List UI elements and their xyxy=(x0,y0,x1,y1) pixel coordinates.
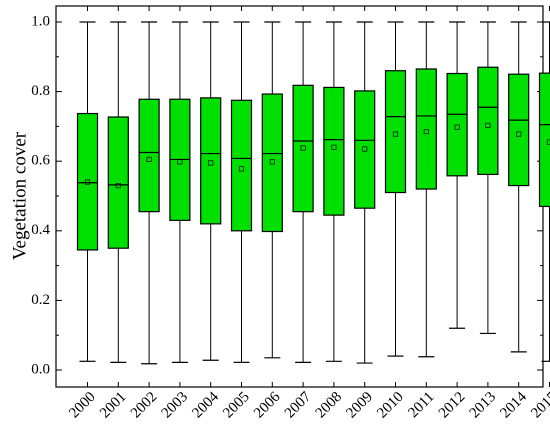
box xyxy=(230,99,253,232)
mean-marker xyxy=(423,129,429,135)
y-tick-label: 0.0 xyxy=(31,361,50,377)
box xyxy=(138,98,160,213)
mean-marker xyxy=(300,145,306,151)
box xyxy=(508,73,530,187)
x-tick-label: 2010 xyxy=(374,389,407,422)
mean-marker xyxy=(516,131,522,137)
mean-marker xyxy=(177,159,183,165)
box xyxy=(292,84,314,213)
box xyxy=(354,90,376,209)
box xyxy=(415,68,437,190)
x-tick-label: 2009 xyxy=(343,389,376,422)
x-tick-label: 2008 xyxy=(313,389,346,422)
box xyxy=(477,66,499,176)
box xyxy=(76,112,99,251)
mean-marker xyxy=(331,144,337,150)
box xyxy=(261,93,283,233)
y-tick-label: 0.8 xyxy=(31,83,50,99)
mean-marker xyxy=(392,131,399,137)
x-tick-label: 2014 xyxy=(497,389,530,422)
x-tick-label: 2001 xyxy=(97,389,130,422)
mean-marker xyxy=(485,122,491,128)
y-tick-label: 1.0 xyxy=(31,13,50,29)
x-tick-label: 2015 xyxy=(528,389,550,422)
mean-marker xyxy=(238,166,245,172)
mean-marker xyxy=(269,159,275,165)
mean-marker xyxy=(362,146,368,152)
mean-marker xyxy=(454,124,460,130)
x-tick-label: 2002 xyxy=(128,389,161,422)
x-tick-label: 2012 xyxy=(436,389,469,422)
x-tick-label: 2013 xyxy=(467,389,500,422)
x-tick-label: 2007 xyxy=(282,389,315,422)
mean-marker xyxy=(84,179,91,185)
mean-marker xyxy=(146,156,152,163)
x-tick-label: 2004 xyxy=(189,389,222,422)
x-tick-label: 2000 xyxy=(66,389,99,422)
y-tick-label: 0.6 xyxy=(31,153,50,169)
mean-marker xyxy=(208,160,214,166)
mean-marker xyxy=(115,183,121,189)
x-tick-label: 2005 xyxy=(220,389,253,422)
y-tick-label: 0.2 xyxy=(31,292,50,308)
x-tick-label: 2003 xyxy=(159,389,192,422)
plot-area: 0.00.20.40.60.81.02000200120022003200420… xyxy=(31,5,550,422)
y-axis-title: Vegetation cover xyxy=(9,131,30,260)
x-tick-label: 2006 xyxy=(251,389,284,422)
box xyxy=(323,86,345,216)
y-tick-label: 0.4 xyxy=(31,222,50,238)
x-tick-label: 2011 xyxy=(405,389,437,421)
box xyxy=(107,116,129,249)
